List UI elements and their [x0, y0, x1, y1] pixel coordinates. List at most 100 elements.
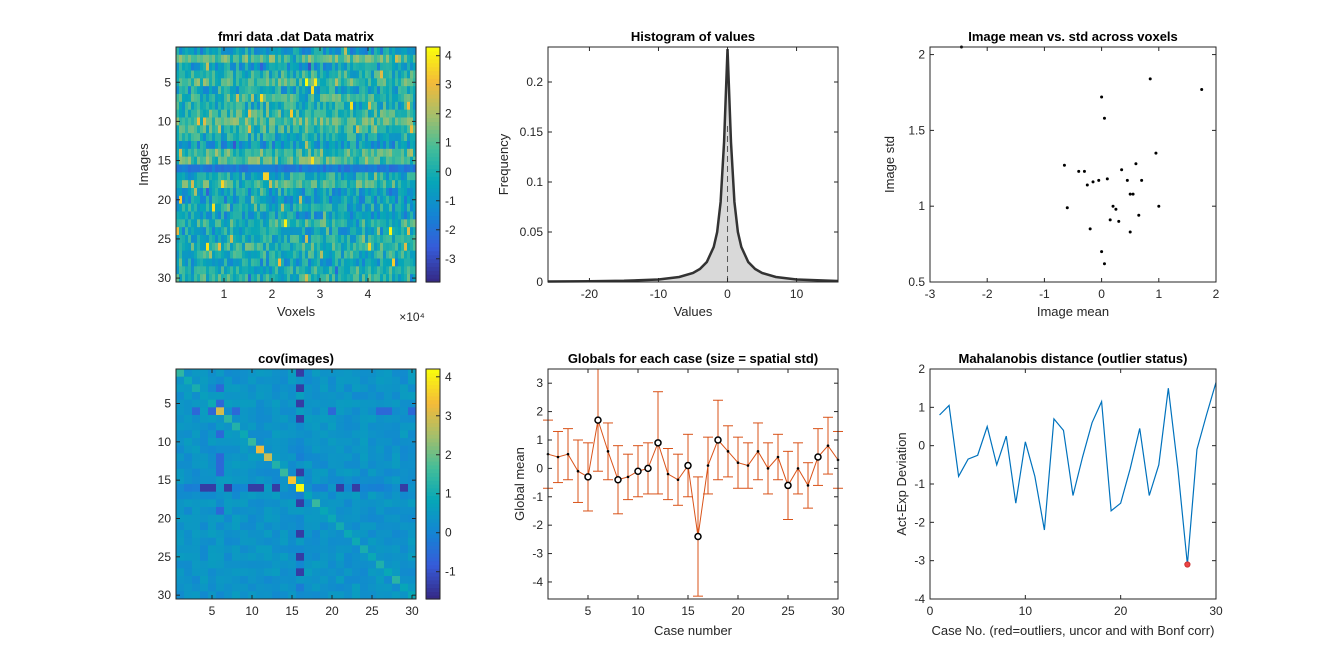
matrix-cell: [341, 211, 345, 220]
cov-cell: [392, 422, 401, 431]
cov-cell: [224, 476, 233, 485]
cov-cell: [376, 537, 385, 546]
matrix-cell: [308, 109, 312, 118]
matrix-cell: [365, 78, 369, 87]
matrix-cell: [233, 141, 237, 150]
matrix-cell: [269, 62, 273, 71]
axes-frame: [175, 46, 417, 283]
cov-cell: [248, 545, 257, 554]
matrix-cell: [368, 258, 372, 267]
cov-cell: [384, 507, 393, 516]
matrix-cell: [197, 195, 201, 205]
matrix-cell: [389, 47, 393, 56]
cov-cell: [312, 461, 321, 470]
matrix-cell: [359, 227, 363, 236]
matrix-cell: [290, 203, 294, 212]
matrix-cell: [395, 141, 399, 150]
matrix-cell: [209, 141, 213, 150]
matrix-cell: [347, 211, 351, 220]
cov-cell: [264, 522, 273, 531]
cov-cell: [256, 484, 265, 493]
matrix-cell: [245, 70, 249, 79]
matrix-cell: [194, 86, 198, 95]
matrix-cell: [368, 70, 372, 79]
matrix-cell: [314, 180, 318, 189]
cov-cell: [240, 568, 249, 577]
matrix-cell: [365, 219, 369, 228]
matrix-cell: [275, 227, 279, 236]
matrix-cell: [311, 141, 315, 150]
matrix-cell: [266, 156, 270, 165]
colorbar-cell: [426, 125, 440, 130]
cov-cell: [360, 384, 369, 393]
matrix-cell: [254, 180, 258, 189]
matrix-cell: [224, 70, 228, 79]
cov-cell: [384, 537, 393, 546]
matrix-cell: [308, 227, 312, 236]
matrix-cell: [212, 250, 216, 259]
matrix-cell: [323, 47, 327, 56]
matrix-cell: [296, 172, 300, 181]
cov-cell: [344, 384, 353, 393]
matrix-cell: [314, 274, 318, 283]
matrix-cell: [266, 70, 270, 79]
cov-cell: [216, 576, 225, 585]
matrix-cell: [299, 109, 303, 118]
matrix-cell: [350, 172, 354, 181]
matrix-cell: [239, 47, 243, 56]
scatter-point: [1100, 250, 1104, 254]
matrix-cell: [392, 235, 396, 244]
y-tick-label: 30: [158, 588, 172, 602]
colorbar-cell: [426, 407, 440, 412]
matrix-cell: [410, 195, 414, 205]
matrix-cell: [377, 242, 381, 252]
matrix-cell: [233, 211, 237, 220]
x-tick-label: -3: [925, 287, 936, 301]
matrix-cell: [290, 258, 294, 267]
panel-globals: Globals for each case (size = spatial st…: [512, 351, 845, 638]
matrix-cell: [413, 141, 417, 150]
cov-cell: [272, 530, 281, 539]
cov-cell: [352, 545, 361, 554]
global-point: [714, 436, 722, 444]
matrix-cell: [317, 227, 321, 236]
cov-cell: [272, 476, 281, 485]
matrix-cell: [362, 47, 366, 56]
matrix-cell: [179, 86, 183, 95]
cov-cell: [232, 384, 241, 393]
matrix-cell: [296, 54, 300, 64]
matrix-cell: [338, 117, 342, 126]
matrix-cell: [341, 148, 345, 158]
matrix-cell: [269, 125, 273, 134]
matrix-cell: [338, 211, 342, 220]
matrix-cell: [188, 125, 192, 134]
matrix-cell: [275, 141, 279, 150]
matrix-cell: [410, 188, 414, 197]
y-tick-label: 3: [536, 376, 543, 390]
matrix-cell: [233, 78, 237, 87]
y-tick-label: 1.5: [908, 123, 925, 137]
cov-cell: [240, 576, 249, 585]
matrix-cell: [413, 94, 417, 103]
cov-cell: [320, 507, 329, 516]
matrix-cell: [329, 62, 333, 71]
matrix-cell: [374, 195, 378, 205]
cov-cell: [408, 445, 417, 454]
colorbar-cell: [426, 250, 440, 256]
matrix-cell: [191, 109, 195, 118]
colorbar-tick-label: 1: [445, 136, 452, 150]
matrix-cell: [368, 54, 372, 64]
cov-cell: [232, 445, 241, 454]
matrix-cell: [293, 101, 297, 111]
matrix-cell: [308, 54, 312, 64]
matrix-cell: [224, 227, 228, 236]
cov-cell: [296, 545, 305, 554]
cov-cell: [304, 468, 313, 477]
matrix-cell: [290, 195, 294, 205]
matrix-cell: [359, 156, 363, 165]
matrix-cell: [194, 188, 198, 197]
cov-cell: [184, 491, 193, 500]
matrix-cell: [233, 47, 237, 56]
matrix-cell: [326, 211, 330, 220]
matrix-cell: [371, 188, 375, 197]
